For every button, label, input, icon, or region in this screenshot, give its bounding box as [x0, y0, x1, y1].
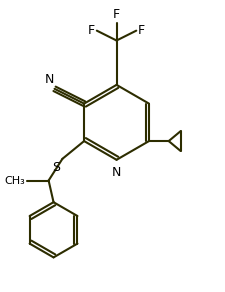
Text: F: F: [113, 8, 120, 21]
Text: S: S: [52, 161, 61, 174]
Text: F: F: [88, 24, 95, 37]
Text: N: N: [45, 73, 54, 86]
Text: CH₃: CH₃: [4, 175, 25, 185]
Text: N: N: [112, 166, 121, 179]
Text: F: F: [138, 24, 145, 37]
